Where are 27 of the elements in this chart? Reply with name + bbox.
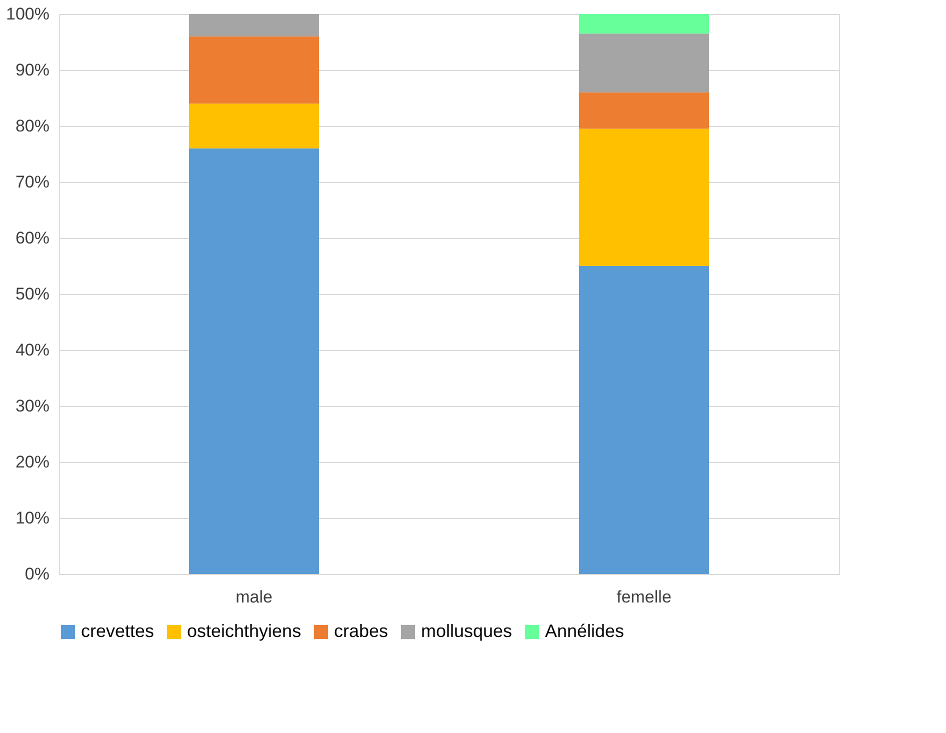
- bar: [579, 128, 709, 266]
- x-tick-label: male: [236, 588, 272, 606]
- legend-label: mollusques: [421, 621, 512, 641]
- y-tick-label: 20%: [15, 452, 50, 472]
- y-tick-label: 70%: [15, 172, 50, 192]
- bar: [579, 92, 709, 129]
- y-tick-label: 60%: [15, 228, 50, 248]
- bar: [189, 36, 319, 104]
- bar: [189, 104, 319, 148]
- y-tick-label: 100%: [6, 4, 50, 24]
- bar: [579, 266, 709, 574]
- legend-label: osteichthyiens: [187, 621, 302, 641]
- bar: [579, 34, 709, 92]
- y-tick-label: 10%: [15, 508, 50, 528]
- legend-label: crabes: [334, 621, 388, 641]
- y-tick-label: 50%: [15, 284, 50, 304]
- y-tick-label: 30%: [15, 396, 50, 416]
- legend-label: Annélides: [545, 621, 624, 641]
- bar: [579, 14, 709, 34]
- y-tick-label: 0%: [24, 564, 50, 584]
- legend-label: crevettes: [81, 621, 154, 641]
- bar: [189, 148, 319, 574]
- bar: [189, 14, 319, 36]
- x-tick-label: femelle: [616, 588, 672, 606]
- y-tick-label: 40%: [15, 340, 50, 360]
- y-tick-label: 80%: [15, 116, 50, 136]
- y-tick-label: 90%: [15, 60, 50, 80]
